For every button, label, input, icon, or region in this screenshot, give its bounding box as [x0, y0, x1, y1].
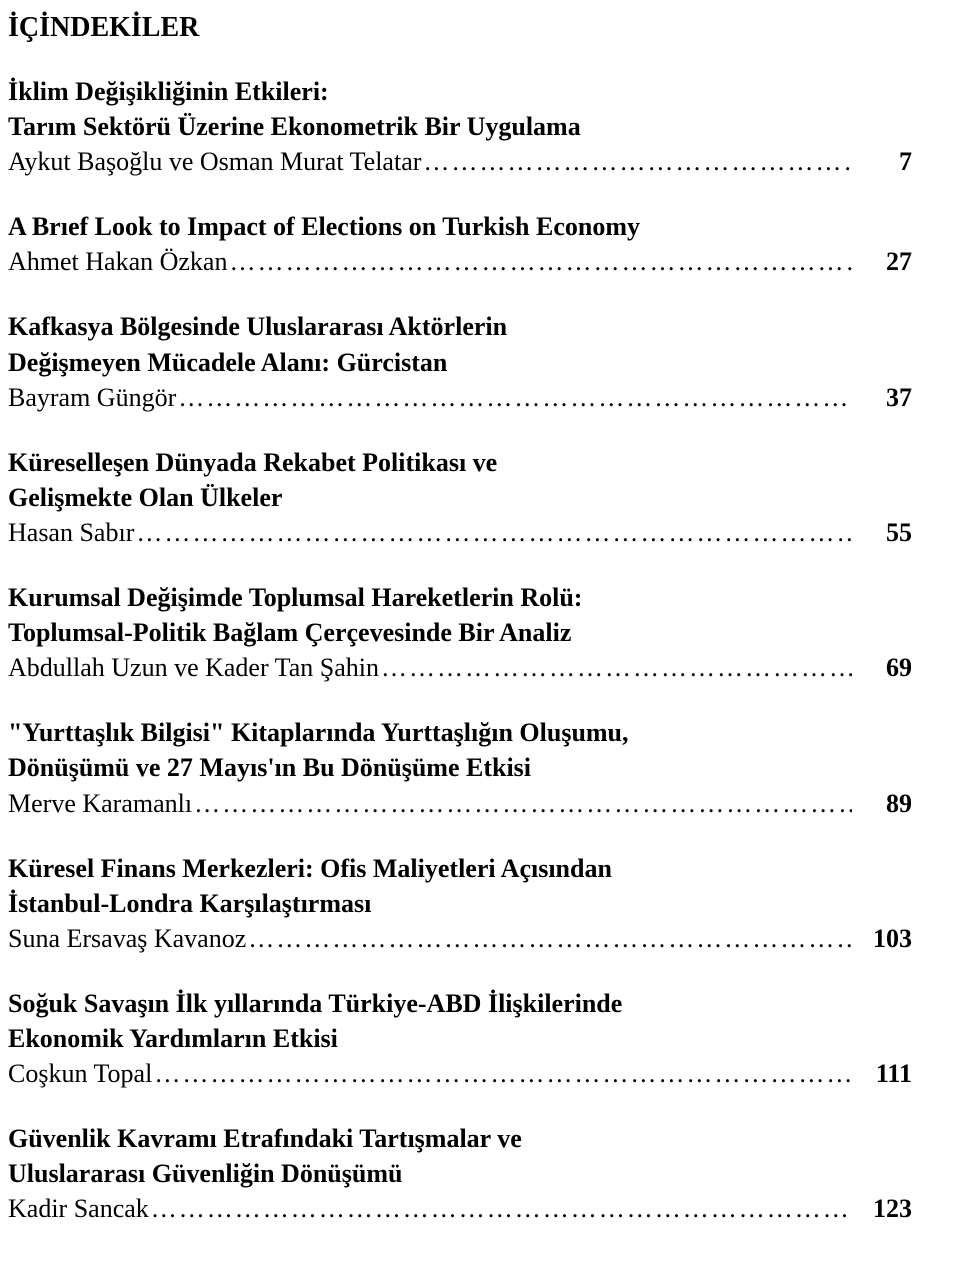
entry-page-number: 69	[852, 650, 912, 685]
entry-author: Ahmet Hakan Özkan	[8, 244, 227, 279]
entry-title-line: Küresel Finans Merkezleri: Ofis Maliyetl…	[8, 851, 912, 886]
toc-entry: Soğuk Savaşın İlk yıllarında Türkiye-ABD…	[8, 986, 912, 1091]
toc-entry: Küreselleşen Dünyada Rekabet Politikası …	[8, 445, 912, 550]
toc-entry: Güvenlik Kavramı Etrafındaki Tartışmalar…	[8, 1121, 912, 1226]
entry-author-row: Suna Ersavaş Kavanoz 103	[8, 921, 912, 956]
entry-author-row: Hasan Sabır 55	[8, 515, 912, 550]
entry-author-row: Coşkun Topal 111	[8, 1056, 912, 1091]
leader-dots	[246, 921, 852, 956]
entry-author-row: Kadir Sancak 123	[8, 1191, 912, 1226]
leader-dots	[192, 786, 852, 821]
leader-dots	[149, 1191, 852, 1226]
leader-dots	[176, 380, 852, 415]
entry-title-line: Uluslararası Güvenliğin Dönüşümü	[8, 1156, 912, 1191]
toc-entry: "Yurttaşlık Bilgisi" Kitaplarında Yurtta…	[8, 715, 912, 820]
entry-title-line: Toplumsal-Politik Bağlam Çerçevesinde Bi…	[8, 615, 912, 650]
leader-dots	[421, 144, 852, 179]
entry-title-line: Ekonomik Yardımların Etkisi	[8, 1021, 912, 1056]
entry-page-number: 111	[852, 1056, 912, 1091]
entry-page-number: 37	[852, 380, 912, 415]
entry-author-row: Aykut Başoğlu ve Osman Murat Telatar 7	[8, 144, 912, 179]
entry-title-line: Gelişmekte Olan Ülkeler	[8, 480, 912, 515]
entry-author: Coşkun Topal	[8, 1056, 152, 1091]
entry-author: Abdullah Uzun ve Kader Tan Şahin	[8, 650, 379, 685]
entry-title-line: "Yurttaşlık Bilgisi" Kitaplarında Yurtta…	[8, 715, 912, 750]
entry-page-number: 55	[852, 515, 912, 550]
entry-title-line: Kafkasya Bölgesinde Uluslararası Aktörle…	[8, 309, 912, 344]
entry-page-number: 7	[852, 144, 912, 179]
entry-title-line: Soğuk Savaşın İlk yıllarında Türkiye-ABD…	[8, 986, 912, 1021]
table-of-contents: İklim Değişikliğinin Etkileri:Tarım Sekt…	[8, 74, 912, 1226]
entry-author-row: Merve Karamanlı 89	[8, 786, 912, 821]
entry-title-line: İstanbul-Londra Karşılaştırması	[8, 886, 912, 921]
toc-entry: Kafkasya Bölgesinde Uluslararası Aktörle…	[8, 309, 912, 414]
entry-page-number: 89	[852, 786, 912, 821]
entry-title-line: Değişmeyen Mücadele Alanı: Gürcistan	[8, 345, 912, 380]
entry-author: Aykut Başoğlu ve Osman Murat Telatar	[8, 144, 421, 179]
entry-author-row: Bayram Güngör 37	[8, 380, 912, 415]
entry-author: Bayram Güngör	[8, 380, 176, 415]
toc-entry: Küresel Finans Merkezleri: Ofis Maliyetl…	[8, 851, 912, 956]
entry-author: Hasan Sabır	[8, 515, 134, 550]
entry-title-line: Dönüşümü ve 27 Mayıs'ın Bu Dönüşüme Etki…	[8, 750, 912, 785]
entry-author-row: Abdullah Uzun ve Kader Tan Şahin 69	[8, 650, 912, 685]
leader-dots	[227, 244, 852, 279]
toc-entry: Kurumsal Değişimde Toplumsal Hareketleri…	[8, 580, 912, 685]
entry-page-number: 123	[852, 1191, 912, 1226]
entry-page-number: 27	[852, 244, 912, 279]
entry-author-row: Ahmet Hakan Özkan 27	[8, 244, 912, 279]
entry-title-line: Küreselleşen Dünyada Rekabet Politikası …	[8, 445, 912, 480]
leader-dots	[134, 515, 852, 550]
page-title: İÇİNDEKİLER	[8, 12, 912, 44]
toc-entry: İklim Değişikliğinin Etkileri:Tarım Sekt…	[8, 74, 912, 179]
toc-entry: A Brıef Look to Impact of Elections on T…	[8, 209, 912, 279]
entry-page-number: 103	[852, 921, 912, 956]
leader-dots	[152, 1056, 852, 1091]
entry-title-line: Tarım Sektörü Üzerine Ekonometrik Bir Uy…	[8, 109, 912, 144]
entry-author: Kadir Sancak	[8, 1191, 149, 1226]
entry-title-line: İklim Değişikliğinin Etkileri:	[8, 74, 912, 109]
entry-author: Suna Ersavaş Kavanoz	[8, 921, 246, 956]
entry-title-line: A Brıef Look to Impact of Elections on T…	[8, 209, 912, 244]
entry-title-line: Kurumsal Değişimde Toplumsal Hareketleri…	[8, 580, 912, 615]
entry-title-line: Güvenlik Kavramı Etrafındaki Tartışmalar…	[8, 1121, 912, 1156]
leader-dots	[379, 650, 852, 685]
entry-author: Merve Karamanlı	[8, 786, 192, 821]
